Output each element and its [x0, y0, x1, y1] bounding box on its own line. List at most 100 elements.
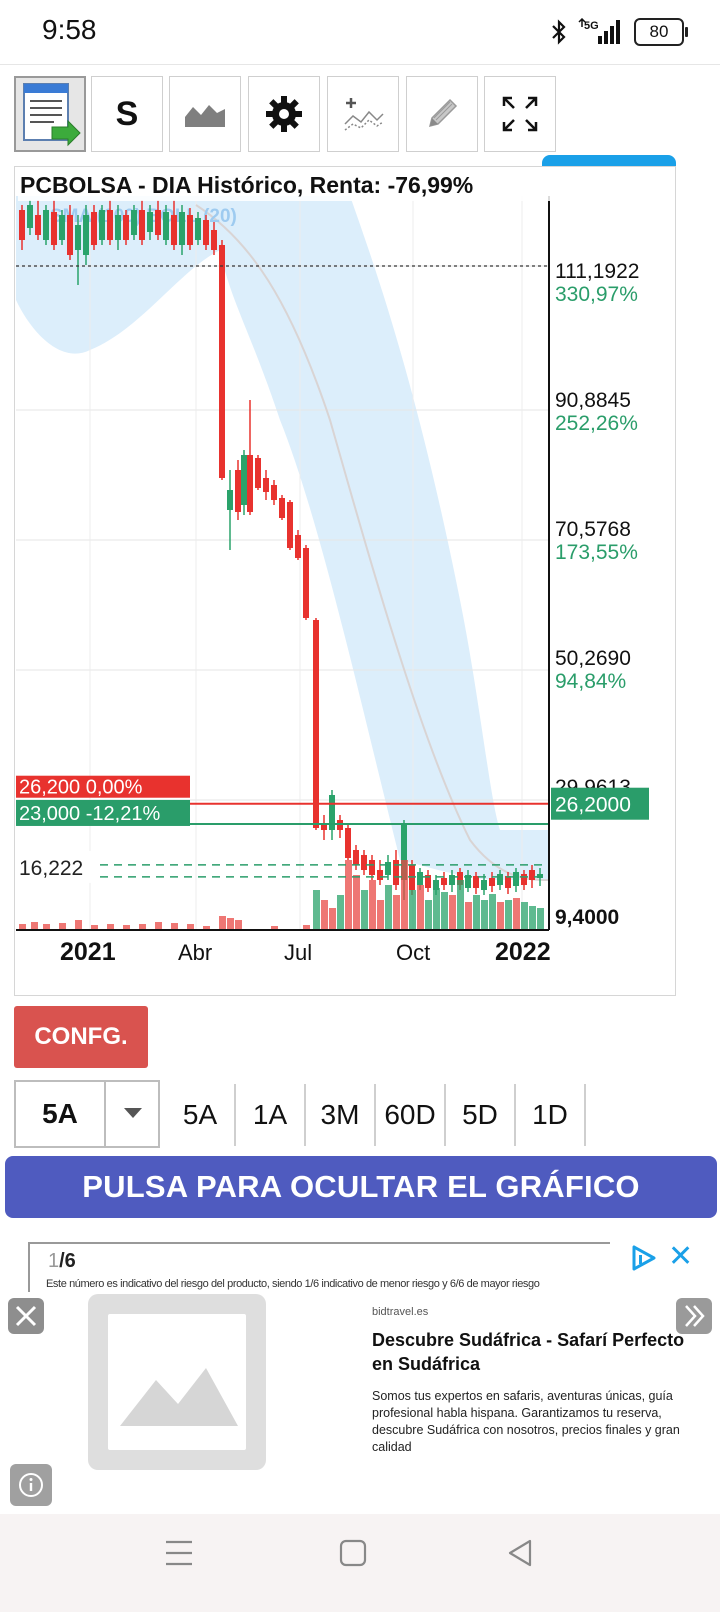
ad-title[interactable]: Descubre Sudáfrica - Safarí Perfecto en … [372, 1330, 685, 1374]
ad-info-button[interactable] [10, 1464, 52, 1506]
candle-body [529, 870, 535, 880]
risk-text: Este número es indicativo del riesgo del… [46, 1278, 540, 1290]
candle-body [43, 210, 49, 240]
candle-body [393, 860, 399, 885]
volume-bar [91, 925, 98, 930]
candle-body [521, 874, 527, 885]
candle-body [247, 455, 253, 512]
candle-body [303, 548, 309, 618]
candle-body [295, 535, 301, 558]
volume-bar [187, 924, 194, 930]
candle-body [271, 485, 277, 500]
volume-bar [529, 906, 536, 930]
candle-body [123, 215, 129, 240]
candle-body [321, 825, 327, 830]
y-axis-bottom-label: 9,4000 [555, 906, 619, 929]
candle-body [425, 875, 431, 888]
adchoices-icon[interactable] [630, 1244, 658, 1272]
status-divider [0, 64, 720, 65]
volume-bar [155, 922, 162, 930]
volume-bar [227, 918, 234, 930]
candle-body [51, 212, 57, 245]
candle-body [147, 212, 153, 232]
fullscreen-button[interactable] [484, 76, 556, 152]
volume-bar [425, 900, 432, 930]
period-dropdown[interactable]: 5A [14, 1080, 160, 1148]
back-icon[interactable] [504, 1536, 538, 1570]
period-option-1d[interactable]: 1D [516, 1084, 586, 1146]
candle-body [329, 795, 335, 830]
risk-indicator: 1/6 Este número es indicativo del riesgo… [28, 1242, 610, 1292]
dashed-line-label: 16,222 [19, 857, 83, 880]
volume-bar [361, 890, 368, 930]
period-option-5d[interactable]: 5D [446, 1084, 516, 1146]
candle-body [279, 498, 285, 518]
recent-apps-icon[interactable] [162, 1536, 196, 1570]
volume-bar [513, 898, 520, 930]
candle-body [107, 210, 113, 240]
candle-body [457, 872, 463, 885]
gear-icon [266, 96, 302, 132]
indicators-button[interactable] [327, 76, 399, 152]
green-line-label-bg [16, 799, 190, 826]
candle-body [75, 225, 81, 250]
risk-number: 1/6 [48, 1250, 76, 1272]
volume-bar [203, 926, 210, 930]
candle-body [497, 874, 503, 885]
volume-bar [313, 890, 320, 930]
area-chart-button[interactable] [169, 76, 241, 152]
ad-dismiss-button[interactable] [8, 1298, 44, 1334]
y-axis-pct-label: 173,55% [555, 541, 638, 564]
navigation-bar [0, 1514, 720, 1612]
candle-body [313, 620, 319, 828]
pencil-icon [428, 98, 458, 128]
period-option-3m[interactable]: 3M [306, 1084, 376, 1146]
x-axis-label: Jul [284, 940, 312, 965]
chart-tab-indicator [542, 155, 676, 167]
price-chart[interactable]: SMA (100) BOLL (20)26,200 0,00%23,000 -1… [0, 0, 720, 1000]
period-option-5a[interactable]: 5A [166, 1084, 236, 1146]
y-axis-pct-label: 94,84% [555, 670, 626, 693]
volume-bar [369, 880, 376, 930]
candle-body [59, 215, 65, 240]
status-icons: 5G 80 [550, 14, 688, 50]
area-chart-icon [185, 105, 225, 127]
ad-next-button[interactable] [676, 1298, 712, 1334]
candle-body [465, 875, 471, 888]
settings-button[interactable] [248, 76, 320, 152]
volume-bar [377, 900, 384, 930]
volume-bar [465, 902, 472, 930]
y-axis-pct-label: 330,97% [555, 283, 638, 306]
series-s-button[interactable]: S [91, 76, 163, 152]
draw-button[interactable] [406, 76, 478, 152]
hide-chart-button[interactable]: PULSA PARA OCULTAR EL GRÁFICO [5, 1156, 717, 1218]
ad-close-icon[interactable]: ✕ [668, 1240, 694, 1273]
candle-body [227, 490, 233, 510]
volume-bar [497, 902, 504, 930]
x-axis-label: Oct [396, 940, 430, 965]
export-document-button[interactable] [14, 76, 86, 152]
period-option-60d[interactable]: 60D [376, 1084, 446, 1146]
period-option-1a[interactable]: 1A [236, 1084, 306, 1146]
volume-bar [409, 890, 416, 930]
ad-description: Somos tus expertos en safaris, aventuras… [372, 1389, 680, 1454]
candle-body [171, 215, 177, 245]
volume-bar [481, 900, 488, 930]
ad-image-placeholder[interactable] [88, 1294, 266, 1470]
candle-body [417, 872, 423, 885]
current-price-tag-bg [551, 787, 649, 820]
config-button[interactable]: CONFG. [14, 1006, 148, 1068]
signal-5g-icon: 5G [578, 18, 620, 44]
volume-bar [139, 924, 146, 930]
volume-bar [235, 920, 242, 930]
candle-body [195, 218, 201, 240]
volume-bar [385, 885, 392, 930]
home-icon[interactable] [336, 1536, 370, 1570]
y-axis-pct-label: 252,26% [555, 412, 638, 435]
volume-bar [75, 920, 82, 930]
volume-bar [393, 895, 400, 930]
candle-body [481, 880, 487, 890]
candle-body [441, 878, 447, 885]
candle-body [353, 850, 359, 865]
x-axis-label: 2021 [60, 938, 116, 966]
